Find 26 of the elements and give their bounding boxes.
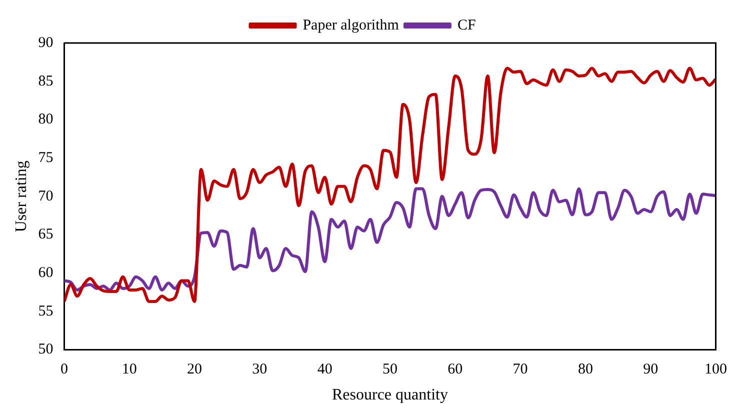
y-tick-label: 70	[38, 188, 54, 204]
y-tick-label: 75	[38, 150, 54, 166]
x-tick-label: 90	[643, 362, 658, 378]
x-tick-label: 80	[578, 362, 593, 378]
y-tick-label: 55	[38, 303, 54, 320]
line-series	[64, 187, 716, 292]
x-tick-label: 60	[448, 362, 463, 378]
x-tick-label: 30	[252, 362, 268, 378]
x-axis-title: Resource quantity	[332, 386, 448, 404]
y-axis-title: User rating	[12, 160, 30, 232]
y-tick-label: 65	[38, 226, 54, 243]
y-tick-label: 85	[38, 73, 54, 90]
y-tick-label: 50	[38, 342, 54, 358]
y-tick-label: 80	[38, 112, 54, 128]
x-tick-label: 50	[382, 362, 398, 378]
legend-label: Paper algorithm	[302, 17, 400, 34]
legend-label: CF	[457, 17, 476, 34]
x-tick-label: 10	[122, 362, 137, 378]
y-tick-label: 90	[38, 34, 54, 51]
x-tick-label: 40	[317, 362, 332, 378]
x-tick-label: 100	[704, 362, 727, 378]
x-tick-label: 20	[187, 362, 202, 378]
x-tick-label: 0	[60, 362, 68, 378]
line-series	[64, 66, 716, 303]
y-tick-label: 60	[38, 265, 54, 282]
x-tick-label: 70	[512, 362, 528, 378]
